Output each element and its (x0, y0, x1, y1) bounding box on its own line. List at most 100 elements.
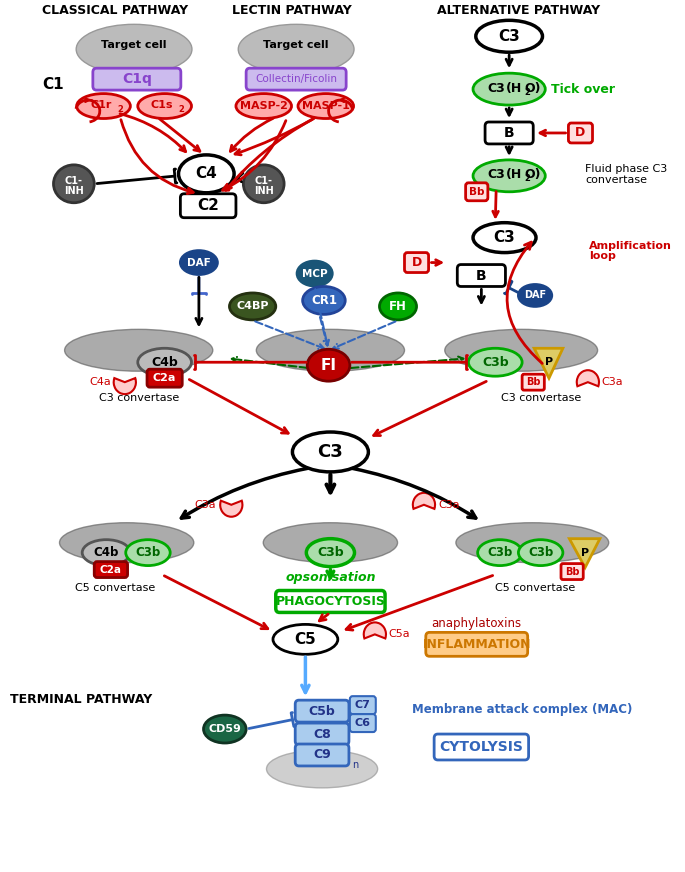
Text: C2a: C2a (153, 373, 176, 383)
Text: C3b: C3b (482, 356, 508, 369)
Text: C5: C5 (295, 632, 316, 647)
Text: C4BP: C4BP (236, 302, 269, 311)
Text: 2: 2 (178, 105, 184, 113)
Text: C6: C6 (355, 718, 371, 728)
Ellipse shape (138, 93, 192, 119)
FancyBboxPatch shape (522, 374, 545, 390)
Text: CLASSICAL PATHWAY: CLASSICAL PATHWAY (42, 3, 188, 17)
Text: C3b: C3b (136, 546, 160, 559)
Text: 2: 2 (117, 105, 123, 113)
Text: D: D (575, 126, 586, 140)
Polygon shape (569, 539, 600, 568)
Text: Membrane attack complex (MAC): Membrane attack complex (MAC) (412, 703, 632, 716)
Text: C9: C9 (313, 748, 331, 761)
Ellipse shape (473, 222, 536, 253)
Text: C1s: C1s (151, 100, 173, 110)
Text: FI: FI (321, 358, 336, 372)
Ellipse shape (266, 750, 377, 788)
Ellipse shape (456, 522, 609, 562)
Text: opsonisation: opsonisation (285, 571, 375, 584)
Ellipse shape (519, 284, 551, 306)
Text: B: B (504, 126, 514, 140)
Text: C5 convertase: C5 convertase (75, 582, 155, 592)
FancyBboxPatch shape (276, 590, 385, 612)
FancyBboxPatch shape (350, 696, 376, 714)
FancyBboxPatch shape (295, 723, 349, 745)
Ellipse shape (77, 93, 130, 119)
Text: D: D (412, 256, 422, 269)
Ellipse shape (306, 539, 354, 567)
Text: C3 convertase: C3 convertase (99, 393, 179, 403)
Text: Fluid phase C3: Fluid phase C3 (585, 164, 667, 174)
FancyBboxPatch shape (180, 194, 236, 218)
Text: C3: C3 (494, 230, 515, 245)
Text: C8: C8 (313, 727, 331, 740)
Wedge shape (220, 501, 242, 517)
Text: C3a: C3a (439, 500, 460, 510)
FancyBboxPatch shape (466, 183, 488, 201)
Text: Bb: Bb (526, 378, 540, 387)
Text: B: B (476, 269, 486, 283)
Text: MASP-1: MASP-1 (302, 101, 350, 111)
Text: O): O) (524, 168, 540, 181)
Wedge shape (413, 493, 435, 509)
FancyBboxPatch shape (434, 734, 529, 760)
Text: (H: (H (506, 168, 522, 181)
Ellipse shape (76, 24, 192, 74)
Text: Collectin/Ficolin: Collectin/Ficolin (255, 74, 337, 84)
Text: CYTOLYSIS: CYTOLYSIS (440, 740, 523, 754)
Ellipse shape (379, 293, 416, 320)
FancyBboxPatch shape (485, 122, 533, 144)
Text: 2: 2 (525, 174, 531, 183)
Text: PHAGOCYTOSIS: PHAGOCYTOSIS (275, 595, 386, 608)
Text: Bb: Bb (469, 187, 484, 197)
FancyBboxPatch shape (426, 632, 527, 657)
Ellipse shape (308, 350, 350, 381)
Text: P: P (581, 548, 589, 557)
Text: C5a: C5a (389, 630, 410, 639)
Ellipse shape (292, 432, 369, 472)
Text: C3 convertase: C3 convertase (501, 393, 582, 403)
FancyBboxPatch shape (561, 563, 583, 580)
Text: INH: INH (64, 186, 84, 196)
Text: C3a: C3a (601, 378, 623, 387)
Ellipse shape (298, 93, 353, 119)
Text: CD59: CD59 (208, 724, 241, 734)
Text: loop: loop (589, 250, 616, 261)
Text: C3b: C3b (487, 546, 512, 559)
Wedge shape (114, 378, 136, 394)
Ellipse shape (263, 522, 397, 562)
FancyBboxPatch shape (458, 264, 506, 287)
Text: DAF: DAF (524, 290, 546, 301)
Ellipse shape (238, 24, 354, 74)
Text: C4: C4 (195, 167, 217, 181)
Ellipse shape (477, 540, 522, 566)
Text: DAF: DAF (187, 257, 211, 268)
Text: P: P (545, 358, 553, 367)
Text: O): O) (524, 82, 540, 94)
Text: Bb: Bb (565, 567, 580, 576)
Text: ALTERNATIVE PATHWAY: ALTERNATIVE PATHWAY (437, 3, 600, 17)
Text: (H: (H (506, 82, 522, 94)
Text: INH: INH (254, 186, 273, 196)
Text: C7: C7 (355, 700, 371, 710)
Ellipse shape (82, 540, 130, 566)
Text: C3b: C3b (528, 546, 553, 559)
FancyBboxPatch shape (295, 744, 349, 766)
Text: INFLAMMATION: INFLAMMATION (423, 637, 531, 651)
Ellipse shape (236, 93, 292, 119)
Text: C4b: C4b (151, 356, 178, 369)
Text: C2a: C2a (100, 564, 122, 575)
Ellipse shape (445, 330, 597, 371)
Ellipse shape (273, 624, 338, 654)
Text: Tick over: Tick over (551, 83, 615, 96)
Text: C3: C3 (487, 82, 505, 94)
Text: C3b: C3b (317, 546, 344, 559)
Ellipse shape (303, 287, 345, 315)
Ellipse shape (138, 348, 192, 376)
FancyBboxPatch shape (93, 68, 181, 90)
Ellipse shape (60, 522, 194, 562)
Ellipse shape (179, 155, 234, 193)
Ellipse shape (53, 165, 95, 203)
Text: C5b: C5b (309, 705, 336, 718)
